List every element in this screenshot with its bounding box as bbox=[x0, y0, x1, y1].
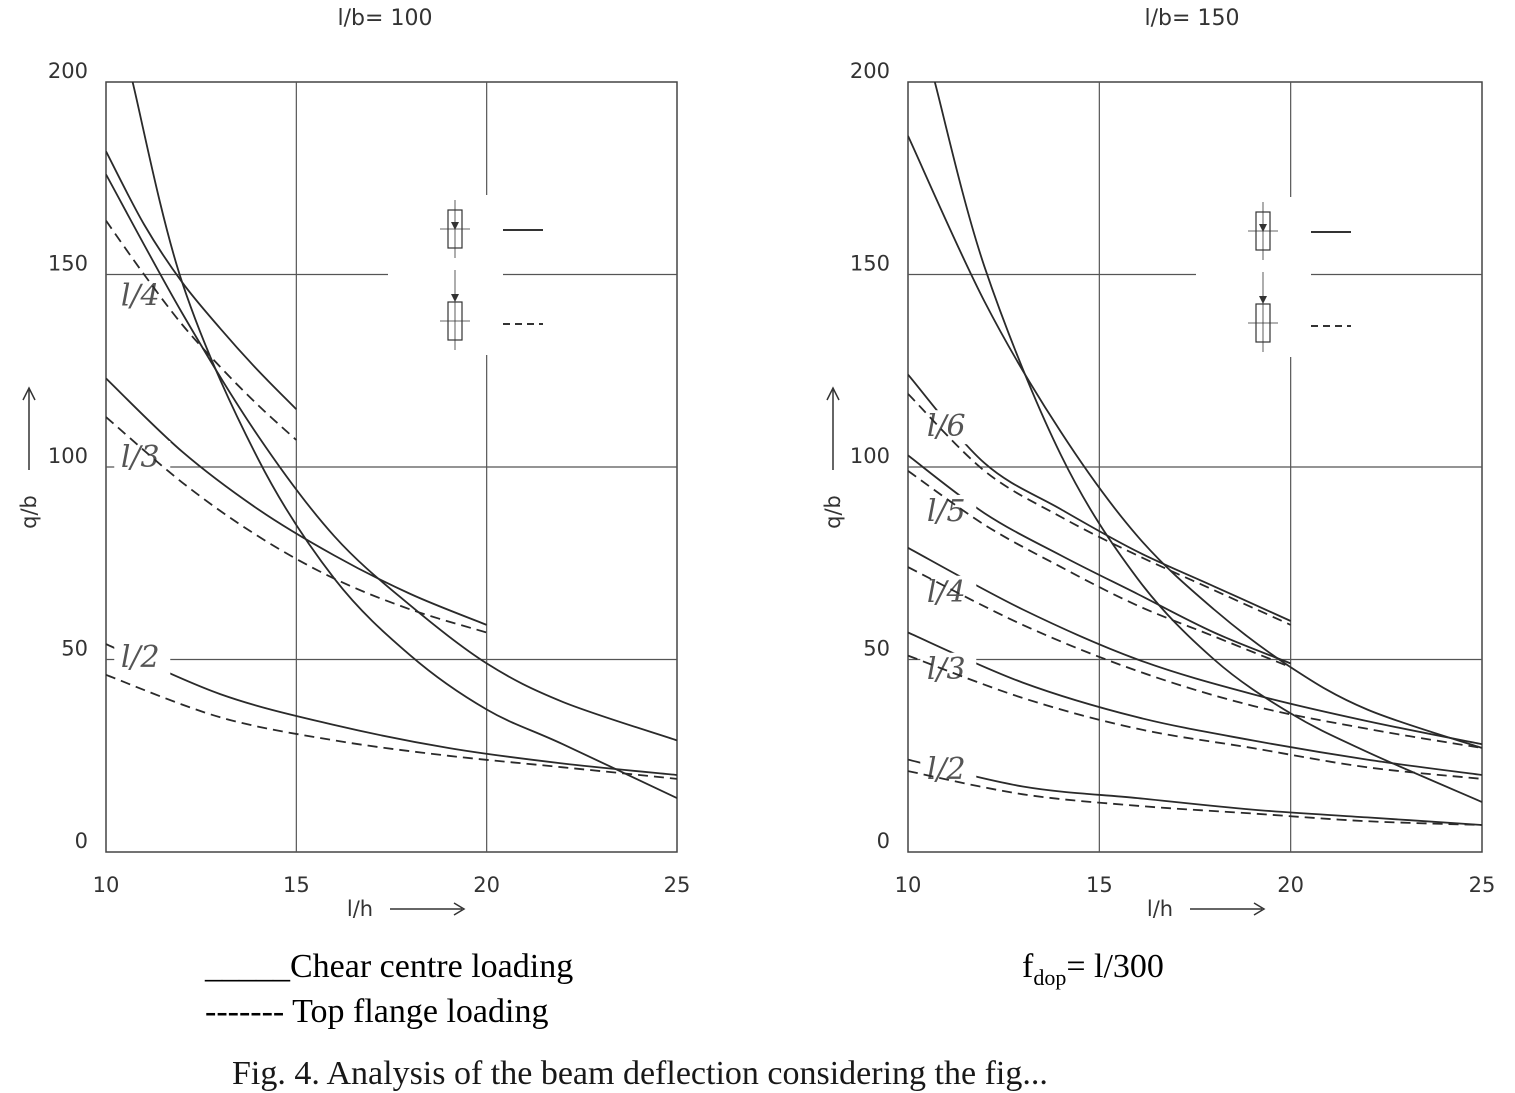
legend-dashed-entry: ------- Top flange loading bbox=[205, 993, 549, 1030]
series-line-dashed-l-2 bbox=[106, 674, 677, 780]
curve-label: l/2 bbox=[121, 640, 160, 675]
curve-label: l/4 bbox=[927, 575, 966, 610]
series-line-solid-l-3 bbox=[908, 631, 1482, 776]
series-line-dashed-l-4 bbox=[106, 220, 297, 441]
curve-label: l/6 bbox=[927, 409, 966, 444]
series-line-dashed-l-4 bbox=[908, 566, 1482, 749]
x-axis-label: l/h bbox=[1147, 897, 1173, 921]
curve-label-backdrop bbox=[114, 641, 171, 676]
y-tick-label: 200 bbox=[48, 59, 88, 83]
loading-legend bbox=[1196, 197, 1351, 357]
curve-label: l/4 bbox=[121, 278, 160, 313]
x-tick-label: 10 bbox=[93, 873, 120, 897]
curve-label: l/3 bbox=[927, 652, 966, 687]
y-tick-label: 50 bbox=[61, 637, 88, 661]
curve-label-backdrop bbox=[114, 441, 171, 475]
series-line-dashed-l-3 bbox=[106, 416, 487, 634]
series-line-solid-l-5 bbox=[908, 454, 1292, 665]
series-line-solid-envelope bbox=[106, 173, 677, 742]
series-line-dashed-l-6 bbox=[908, 393, 1292, 626]
x-tick-label: 25 bbox=[1469, 873, 1496, 897]
x-axis-arrowhead bbox=[1253, 902, 1266, 916]
series-line-solid-l-6 bbox=[908, 374, 1292, 622]
curve-label-backdrop bbox=[114, 279, 171, 314]
x-tick-label: 15 bbox=[1086, 873, 1113, 897]
legend-backdrop bbox=[388, 195, 503, 355]
curve-label-backdrop bbox=[920, 652, 977, 687]
series-line-solid-envelope bbox=[131, 82, 677, 799]
load-arrow-icon bbox=[451, 222, 459, 230]
deflection-limit-note: fdop= l/300 bbox=[1022, 948, 1164, 991]
series-line-dashed-l-2 bbox=[908, 770, 1482, 826]
x-axis-arrowhead bbox=[453, 902, 466, 916]
curve-label-backdrop bbox=[920, 752, 977, 787]
x-tick-label: 10 bbox=[895, 873, 922, 897]
load-arrow-icon bbox=[1259, 296, 1267, 304]
y-tick-label: 0 bbox=[877, 829, 890, 853]
series-line-solid-l-4 bbox=[908, 547, 1482, 746]
y-tick-label: 150 bbox=[850, 252, 890, 276]
y-tick-label: 200 bbox=[850, 59, 890, 83]
load-arrow-icon bbox=[451, 294, 459, 302]
series-line-dashed-l-3 bbox=[908, 654, 1482, 780]
series-line-solid-l-4 bbox=[106, 150, 297, 410]
chart-title: l/b= 150 bbox=[1145, 6, 1240, 31]
chart-panel-right: l/b= 150 10 15 20 25 0 50 100 150 200 l/h q/b l/6 l/5… bbox=[821, 6, 1495, 921]
y-tick-label: 50 bbox=[863, 637, 890, 661]
x-axis-label: l/h bbox=[347, 897, 373, 921]
loading-legend bbox=[388, 195, 543, 355]
series-line-solid-envelope bbox=[933, 82, 1482, 803]
y-axis-label: q/b bbox=[821, 495, 845, 529]
curve-label: l/5 bbox=[927, 494, 966, 529]
x-tick-label: 20 bbox=[1277, 873, 1304, 897]
fdop-prefix: f bbox=[1022, 948, 1034, 985]
x-tick-label: 25 bbox=[664, 873, 691, 897]
y-axis-label: q/b bbox=[17, 495, 41, 529]
series-line-dashed-l-5 bbox=[908, 470, 1292, 669]
curve-label-backdrop bbox=[920, 575, 977, 610]
x-tick-label: 15 bbox=[283, 873, 310, 897]
load-arrow-icon bbox=[1259, 224, 1267, 232]
series-line-solid-envelope bbox=[908, 135, 1482, 749]
fdop-subscript: dop bbox=[1033, 964, 1067, 990]
curve-label-backdrop bbox=[920, 410, 977, 445]
curve-label: l/3 bbox=[121, 440, 160, 475]
series-line-solid-l-2 bbox=[908, 758, 1482, 826]
y-axis-arrowhead bbox=[22, 386, 36, 401]
y-axis-arrowhead bbox=[826, 386, 840, 401]
y-tick-label: 100 bbox=[850, 444, 890, 468]
y-tick-label: 100 bbox=[48, 444, 88, 468]
legend-backdrop bbox=[1196, 197, 1311, 357]
legend-solid-entry: _____Chear centre loading bbox=[205, 948, 574, 985]
chart-panel-left: l/b= 100 10 15 20 25 0 50 100 150 200 l/h q/b l/4 l/3… bbox=[17, 6, 690, 921]
y-tick-label: 0 bbox=[75, 829, 88, 853]
series-line-solid-l-3 bbox=[106, 377, 488, 626]
y-tick-label: 150 bbox=[48, 252, 88, 276]
fdop-suffix: = l/300 bbox=[1066, 948, 1164, 985]
series-line-solid-l-2 bbox=[106, 643, 677, 776]
figure-caption: Fig. 4. Analysis of the beam deflection … bbox=[232, 1055, 1048, 1092]
x-tick-label: 20 bbox=[473, 873, 500, 897]
chart-title: l/b= 100 bbox=[338, 6, 433, 31]
curve-label: l/2 bbox=[927, 752, 966, 787]
